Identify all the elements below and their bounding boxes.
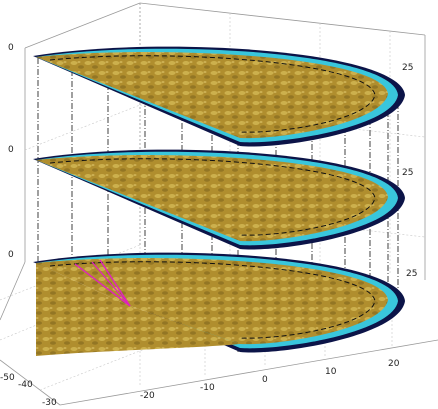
floor-edge [0,261,26,321]
x-tick-bottom: 20 [388,359,400,369]
x-tick-bottom: 10 [325,367,337,377]
floor-edge [59,339,438,406]
z-tick-right: 25 [406,269,417,279]
x-tick-bottom: -10 [200,383,215,393]
grid-line [24,104,141,151]
slice-dashed-contour [49,55,376,133]
x-tick-left: -50 [0,373,15,383]
floor-edge [0,359,61,406]
slice-bottom [33,252,405,356]
slice-top [33,46,405,147]
slice-dashed-contour [49,261,376,339]
tick-labels: 0 0 0 25 25 25 -50 -40 -30 -20 -10 0 10 … [0,43,417,408]
z-tick-right: 25 [402,168,413,178]
slice-surface [36,154,388,242]
slice-surface [36,257,388,345]
z-tick-left: 0 [8,250,14,260]
box-edge [139,2,426,36]
ray [99,259,131,307]
box-edge [24,2,141,49]
z-tick-left: 0 [8,43,14,53]
slice-wedge [36,263,240,356]
slice-middle [33,149,405,250]
ray [91,261,131,307]
slice-surface [36,51,388,139]
x-tick-left: -30 [42,398,57,408]
x-tick-left: -40 [18,380,33,390]
x-tick-bottom: -20 [140,391,155,401]
z-tick-right: 25 [402,63,413,73]
z-tick-left: 0 [8,145,14,155]
ray [74,263,131,307]
x-tick-bottom: 0 [262,375,268,385]
slice-dashed-contour [49,158,376,236]
